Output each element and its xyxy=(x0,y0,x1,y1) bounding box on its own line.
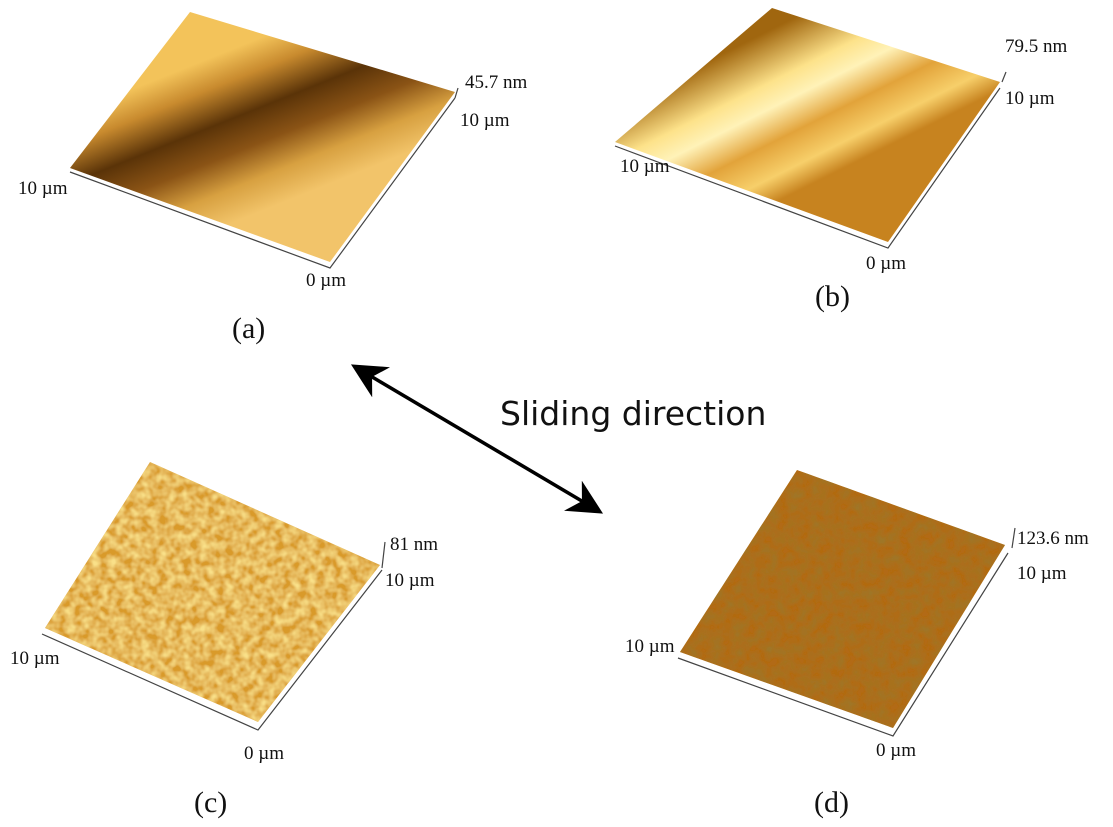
annotation: Sliding direction xyxy=(500,394,766,433)
sliding-arrow xyxy=(357,368,597,510)
panel-d: 123.6 nm 10 µm 10 µm 0 µm (d) xyxy=(625,470,1089,819)
surface xyxy=(45,462,380,722)
x-axis-label: 10 µm xyxy=(18,178,68,199)
height-label: 79.5 nm xyxy=(1005,36,1068,57)
figure: 45.7 nm 10 µm 10 µm 0 µm (a) 79.5 nm 10 … xyxy=(0,0,1113,827)
caption: (c) xyxy=(194,786,227,819)
caption: (b) xyxy=(815,280,850,313)
origin-label: 0 µm xyxy=(866,253,906,274)
origin-label: 0 µm xyxy=(876,740,916,761)
panel-b: 79.5 nm 10 µm 10 µm 0 µm (b) xyxy=(615,8,1068,313)
y-axis-label: 10 µm xyxy=(385,570,435,591)
x-axis-label: 10 µm xyxy=(10,648,60,669)
height-label: 123.6 nm xyxy=(1017,528,1089,549)
surface xyxy=(680,470,1005,728)
y-axis-label: 10 µm xyxy=(460,110,510,131)
y-axis-label: 10 µm xyxy=(1005,88,1055,109)
origin-label: 0 µm xyxy=(244,743,284,764)
caption: (d) xyxy=(814,786,849,819)
surface xyxy=(70,12,455,262)
surface xyxy=(615,8,1000,242)
x-axis-label: 10 µm xyxy=(625,636,675,657)
panel-a: 45.7 nm 10 µm 10 µm 0 µm (a) xyxy=(18,12,528,345)
height-label: 81 nm xyxy=(390,534,438,555)
caption: (a) xyxy=(232,312,265,345)
origin-label: 0 µm xyxy=(306,270,346,291)
x-axis-label: 10 µm xyxy=(620,156,670,177)
panel-c: 81 nm 10 µm 10 µm 0 µm (c) xyxy=(10,462,438,819)
y-axis-label: 10 µm xyxy=(1017,563,1067,584)
height-label: 45.7 nm xyxy=(465,72,528,93)
